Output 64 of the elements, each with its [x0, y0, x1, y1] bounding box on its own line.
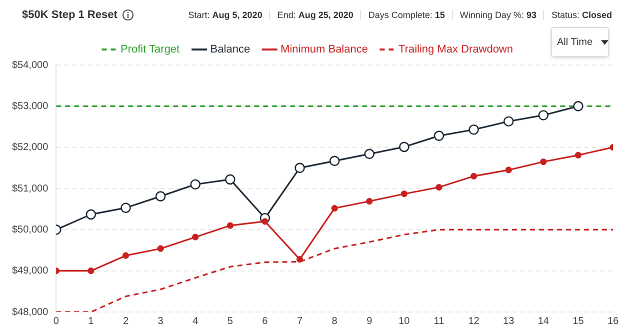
text: Days Complete: 15 [360, 10, 452, 20]
legend-label: Minimum Balance [280, 44, 368, 56]
text: Status: Closed [543, 10, 619, 20]
y-tick-label: $51,000 [12, 183, 49, 194]
point [294, 162, 305, 174]
text: Start: Aug 5, 2020 [187, 10, 264, 20]
point [574, 152, 582, 158]
point [505, 166, 512, 174]
point [503, 116, 514, 127]
text: Winning Day %: 93 [452, 10, 544, 20]
y-tick-label: $52,000 [12, 142, 49, 154]
point [157, 245, 164, 252]
text: End: Aug 25, 2020 [269, 10, 360, 20]
legend-label: Trailing Max Drawdown [398, 44, 514, 56]
point [470, 172, 478, 180]
point [540, 158, 547, 166]
x-tick-label: 6 [262, 316, 268, 327]
point [329, 156, 340, 166]
y-tick-label: $54,000 [12, 60, 49, 71]
x-tick-label: 2 [122, 316, 129, 327]
point [155, 191, 166, 202]
text: All Time [557, 36, 593, 48]
point [225, 174, 236, 185]
x-tick-label: 15 [572, 316, 584, 327]
x-tick-label: 3 [158, 316, 164, 327]
x-tick-label: 16 [607, 316, 619, 327]
point [226, 222, 234, 229]
point [538, 110, 549, 120]
point [120, 202, 131, 213]
point [192, 234, 199, 240]
x-tick-label: 8 [332, 316, 338, 327]
x-tick-label: 13 [503, 316, 515, 327]
point [364, 148, 375, 160]
point [86, 209, 96, 220]
y-tick-label: $53,000 [12, 100, 49, 112]
x-tick-label: 5 [227, 316, 234, 327]
point [122, 252, 130, 259]
x-tick-label: 9 [366, 316, 373, 327]
x-tick-label: 14 [538, 316, 550, 327]
x-tick-label: 12 [468, 316, 480, 327]
y-tick-label: $49,000 [12, 266, 49, 277]
point [573, 101, 584, 112]
point [366, 198, 373, 205]
point [436, 184, 442, 191]
point [400, 190, 408, 198]
x-tick-label: 4 [192, 316, 199, 327]
x-tick-label: 0 [53, 316, 60, 327]
x-tick-label: 11 [434, 316, 445, 327]
x-tick-label: 10 [398, 316, 410, 327]
point [331, 204, 338, 212]
chart-title: $50K Step 1 Reset [22, 9, 118, 21]
legend-label: Profit Target [120, 44, 180, 56]
x-tick-label: 7 [296, 316, 303, 327]
point [88, 268, 94, 274]
x-tick-label: 1 [88, 316, 94, 327]
point [399, 142, 410, 152]
point [262, 218, 268, 225]
y-tick-label: $50,000 [12, 224, 49, 236]
line-series [56, 228, 613, 312]
point [468, 124, 479, 135]
point [190, 179, 201, 190]
legend-label: Balance [210, 44, 250, 56]
y-tick-label: $48,000 [12, 306, 49, 318]
point [434, 130, 444, 141]
